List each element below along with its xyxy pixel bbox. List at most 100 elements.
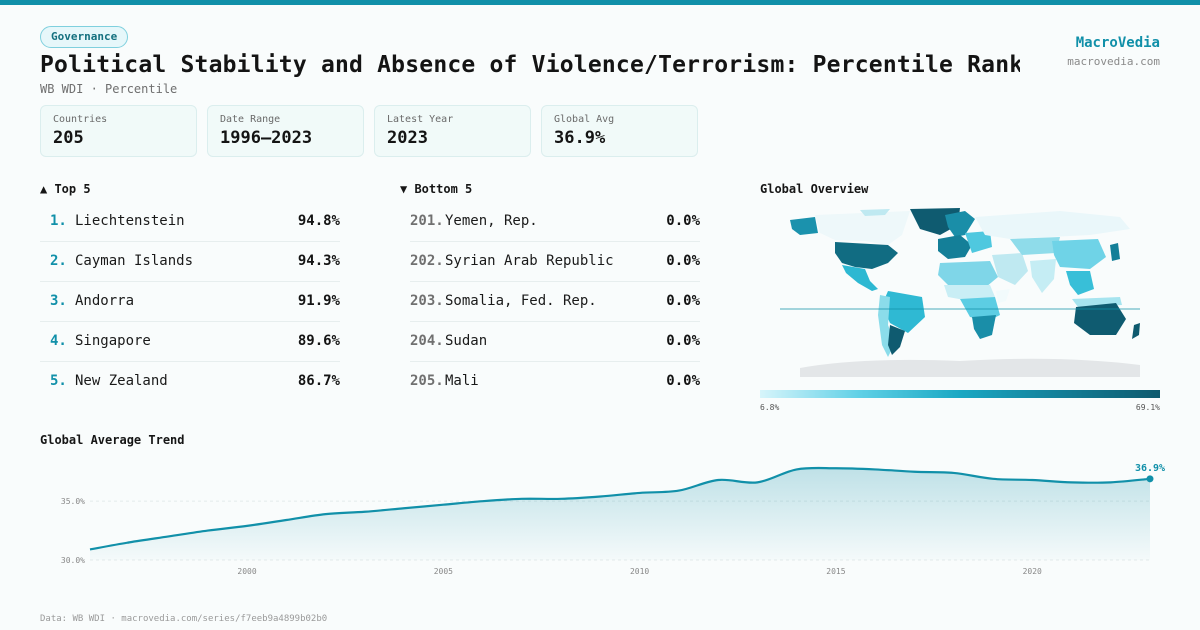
country-value: 94.3% [297,253,340,269]
bottom5-row[interactable]: 205. Mali 0.0% [410,361,700,401]
stat-label: Date Range [220,114,281,125]
top5-row[interactable]: 4. Singapore 89.6% [40,321,340,362]
region-australia [1074,303,1126,335]
y-tick-label: 35.0% [61,497,85,506]
top-accent-bar [0,0,1200,5]
country-value: 86.7% [297,373,340,389]
stat-card-date-range: Date Range 1996–2023 [207,105,364,157]
rank-number: 201. [410,213,444,229]
rank-number: 3. [50,293,67,309]
region-southern-africa [972,315,996,339]
region-canada-islands [860,209,890,216]
top5-row[interactable]: 5. New Zealand 86.7% [40,361,340,401]
top5-heading: ▲ Top 5 [40,182,91,196]
country-name: Somalia, Fed. Rep. [445,293,597,309]
region-eastern-europe [965,231,992,253]
stat-card-global-avg: Global Avg 36.9% [541,105,698,157]
legend-min-label: 6.8% [760,403,780,412]
bottom5-row[interactable]: 202. Syrian Arab Republic 0.0% [410,241,700,282]
region-argentina [888,325,905,355]
country-name: Singapore [75,333,151,349]
country-name: Yemen, Rep. [445,213,538,229]
country-name: Syrian Arab Republic [445,253,614,269]
x-tick-label: 2005 [434,567,453,576]
brand-logo[interactable]: MacroVedia [1075,35,1160,51]
trend-chart[interactable]: 30.0% 35.0% 2000 2005 2010 2015 2020 36.9% [0,450,1200,585]
region-central-asia [1010,237,1060,255]
map-color-legend [760,390,1160,398]
x-tick-label: 2000 [237,567,256,576]
country-name: Andorra [75,293,135,309]
stat-value: 36.9% [554,128,606,148]
country-value: 91.9% [297,293,340,309]
region-scandinavia [945,211,975,237]
legend-max-label: 69.1% [1135,403,1160,412]
country-name: New Zealand [75,373,168,389]
region-se-asia [1066,271,1094,295]
region-western-europe [938,235,972,259]
stat-label: Latest Year [387,114,454,125]
brand-url[interactable]: macrovedia.com [1067,55,1160,68]
top5-row[interactable]: 1. Liechtenstein 94.8% [40,201,340,242]
rank-number: 202. [410,253,444,269]
region-horn-of-africa [996,289,1010,303]
trend-line [89,466,1151,551]
country-value: 0.0% [666,253,700,269]
category-tag[interactable]: Governance [40,26,129,48]
country-value: 89.6% [297,333,340,349]
bottom5-row[interactable]: 204. Sudan 0.0% [410,321,700,362]
country-value: 0.0% [666,333,700,349]
trend-heading: Global Average Trend [40,433,185,447]
map-heading: Global Overview [760,182,869,196]
country-value: 0.0% [666,293,700,309]
region-antarctica [800,358,1140,377]
country-value: 0.0% [666,373,700,389]
region-middle-east [992,253,1028,285]
region-north-africa [938,261,998,287]
country-value: 94.8% [297,213,340,229]
stat-card-latest-year: Latest Year 2023 [374,105,531,157]
country-value: 0.0% [666,213,700,229]
region-sahel [944,285,995,301]
bottom5-heading: ▼ Bottom 5 [400,182,473,196]
region-russia [975,211,1130,239]
rank-number: 4. [50,333,67,349]
region-new-zealand [1132,323,1140,339]
country-name: Sudan [445,333,488,349]
bottom5-row[interactable]: 201. Yemen, Rep. 0.0% [410,201,700,242]
trend-area-fill [90,467,1150,560]
page-subtitle: WB WDI · Percentile [40,82,178,96]
world-map-svg [780,208,1140,377]
region-usa [835,242,898,269]
stat-value: 1996–2023 [220,128,313,148]
region-mexico [842,265,878,291]
region-canada [815,211,910,245]
rank-number: 205. [410,373,444,389]
trend-end-marker [1146,475,1154,483]
rank-number: 203. [410,293,444,309]
page-title: Political Stability and Absence of Viole… [40,52,1020,78]
top5-row[interactable]: 2. Cayman Islands 94.3% [40,241,340,282]
stat-value: 205 [53,128,84,148]
top5-row[interactable]: 3. Andorra 91.9% [40,281,340,322]
rank-number: 204. [410,333,444,349]
stat-label: Global Avg [554,114,615,125]
x-tick-label: 2010 [630,567,649,576]
bottom5-row[interactable]: 203. Somalia, Fed. Rep. 0.0% [410,281,700,322]
rank-number: 1. [50,213,67,229]
stat-value: 2023 [387,128,428,148]
region-japan [1110,243,1120,261]
world-choropleth-map[interactable] [760,205,1160,380]
x-tick-label: 2020 [1023,567,1042,576]
rank-number: 2. [50,253,67,269]
region-china [1052,239,1106,269]
x-tick-label: 2015 [826,567,845,576]
stat-card-countries: Countries 205 [40,105,197,157]
region-india [1030,259,1056,293]
footer-source: Data: WB WDI · macrovedia.com/series/f7e… [40,614,328,624]
region-brazil [882,291,925,333]
country-name: Mali [445,373,479,389]
rank-number: 5. [50,373,67,389]
y-tick-label: 30.0% [61,556,85,565]
region-alaska [790,217,818,235]
